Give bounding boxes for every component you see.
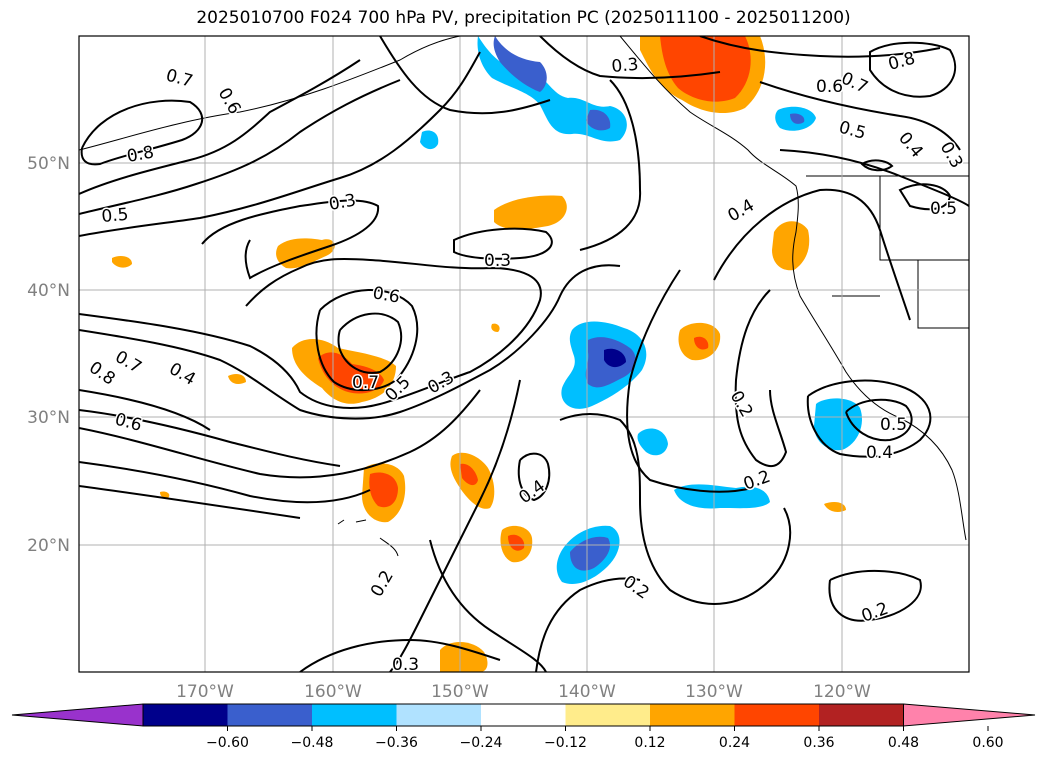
contour-label: 0.5 [101,205,130,227]
lon-label-120w: 120°W [813,682,871,702]
colorbar-tick-label: −0.24 [460,735,503,751]
colorbar-bin [312,704,397,726]
map-frame [78,35,970,673]
colorbar-bin [396,704,481,726]
precipitation-shading [112,36,862,672]
contour-label: 0.6 [371,283,401,307]
contour-label: 0.3 [484,251,511,271]
lon-label-130w: 130°W [685,682,743,702]
latitude-labels: 50°N 40°N 30°N 20°N [27,154,70,556]
contour-label: 0.7 [352,373,379,393]
longitude-labels: 170°W 160°W 150°W 140°W 130°W 120°W [176,682,871,702]
lat-label-30n: 30°N [27,408,70,428]
colorbar-tick-label: 0.12 [634,735,665,751]
lon-label-160w: 160°W [304,682,362,702]
colorbar-tick-label: 0.60 [972,735,1003,751]
lon-label-140w: 140°W [558,682,616,702]
contour-label: 0.3 [611,55,640,77]
colorbar-bin [565,704,650,726]
contour-label: 0.5 [880,415,907,435]
colorbar-bin [227,704,312,726]
colorbar-tick-label: 0.24 [719,735,750,751]
colorbar-tick-label: −0.12 [544,735,587,751]
colorbar-tick-label: −0.60 [206,735,249,751]
contour-label: 0.6 [816,77,843,97]
colorbar-bin [481,704,566,726]
colorbar: −0.60 −0.48 −0.36 −0.24 −0.12 0.12 0.24 0.36 0.4… [11,703,1036,751]
contour-label: 0.4 [866,443,893,463]
colorbar-tick-label: 0.36 [803,735,834,751]
colorbar-extend-low [11,703,144,727]
colorbar-bin [650,704,735,726]
colorbar-tick-label: −0.48 [291,735,334,751]
lon-label-150w: 150°W [431,682,489,702]
colorbar-tick-label: 0.48 [888,735,919,751]
map-area [79,36,969,672]
lat-label-50n: 50°N [27,154,70,174]
colorbar-bin [734,704,819,726]
colorbar-tick-label: −0.36 [375,735,418,751]
contour-label: 0.5 [930,199,957,219]
colorbar-frame [142,703,904,727]
lat-label-40n: 40°N [27,281,70,301]
colorbar-extend-high [903,703,1036,727]
graticule [79,36,969,672]
lat-label-20n: 20°N [27,536,70,556]
colorbar-bin [819,704,904,726]
pv-contours [79,36,969,672]
contour-label: 0.3 [392,655,419,675]
colorbar-bin [143,704,228,726]
lon-label-170w: 170°W [176,682,234,702]
map-title: 2025010700 F024 700 hPa PV, precipitatio… [196,8,851,28]
